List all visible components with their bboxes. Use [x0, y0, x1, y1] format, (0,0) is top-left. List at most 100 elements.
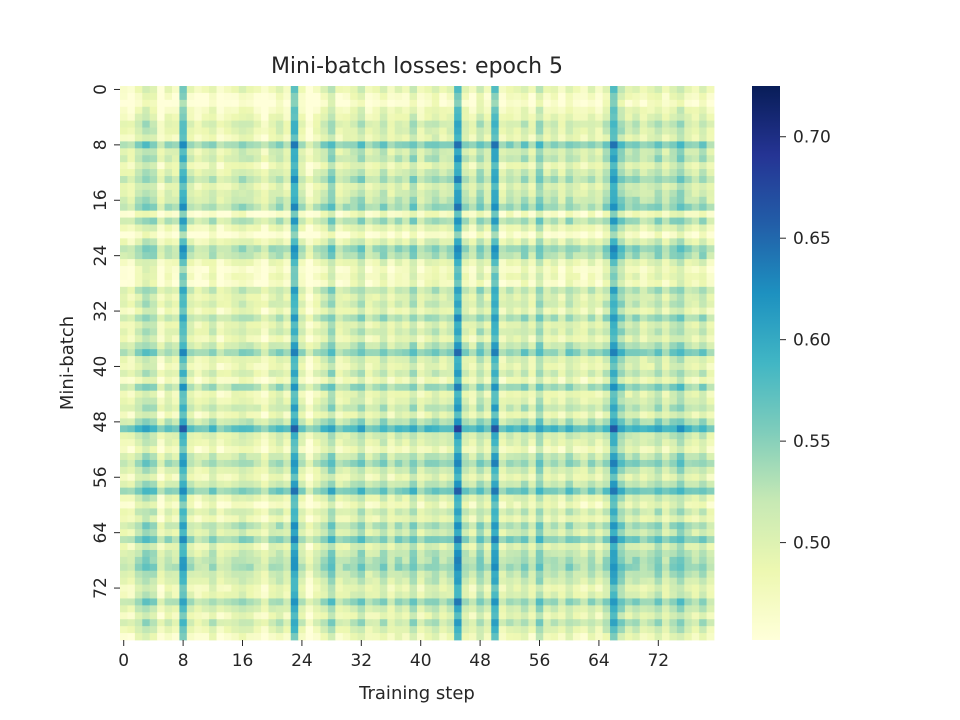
heatmap-cell — [461, 480, 470, 489]
heatmap-cell — [268, 363, 277, 371]
heatmap-cell — [186, 279, 195, 288]
heatmap-cell — [134, 349, 143, 357]
heatmap-cell — [662, 176, 670, 184]
heatmap-cell — [209, 363, 217, 371]
heatmap-cell — [201, 148, 210, 156]
heatmap-cell — [327, 300, 336, 308]
heatmap-cell — [624, 432, 633, 440]
heatmap-cell — [402, 397, 410, 405]
heatmap-cell — [357, 363, 366, 371]
heatmap-cell — [216, 459, 225, 468]
heatmap-cell — [201, 293, 210, 302]
heatmap-cell — [231, 501, 240, 509]
heatmap-cell — [506, 328, 514, 336]
heatmap-cell — [171, 231, 180, 239]
heatmap-cell — [417, 376, 425, 385]
heatmap-cell — [365, 259, 373, 267]
heatmap-cell — [669, 231, 678, 239]
heatmap-cell — [313, 189, 321, 198]
heatmap-cell — [431, 189, 440, 198]
heatmap-cell — [647, 453, 655, 461]
heatmap-cell — [327, 189, 336, 198]
heatmap-cell — [223, 439, 232, 447]
heatmap-cell — [602, 494, 611, 502]
heatmap-cell — [662, 86, 670, 94]
heatmap-cell — [157, 404, 165, 412]
heatmap-cell — [194, 425, 203, 433]
heatmap-cell — [409, 217, 418, 225]
heatmap-cell — [127, 363, 136, 371]
heatmap-cell — [157, 176, 165, 184]
heatmap-cell — [372, 272, 381, 281]
heatmap-cell — [528, 466, 537, 475]
heatmap-cell — [632, 307, 641, 315]
heatmap-cell — [624, 404, 633, 412]
heatmap-cell — [261, 487, 269, 495]
heatmap-cell — [231, 349, 240, 357]
heatmap-cell — [142, 106, 151, 115]
heatmap-cell — [572, 466, 581, 475]
heatmap-cell — [209, 252, 217, 260]
heatmap-cell — [572, 432, 581, 440]
heatmap-cell — [543, 404, 552, 412]
heatmap-cell — [558, 134, 566, 142]
heatmap-cell — [268, 515, 277, 523]
heatmap-cell — [580, 245, 589, 253]
heatmap-cell — [305, 342, 314, 350]
heatmap-cell — [246, 120, 255, 128]
heatmap-cell — [253, 106, 262, 115]
heatmap-cell — [179, 99, 188, 108]
heatmap-cell — [357, 425, 366, 433]
heatmap-cell — [223, 127, 232, 135]
heatmap-cell — [157, 515, 165, 523]
heatmap-cell — [365, 487, 373, 495]
heatmap-cell — [595, 425, 604, 433]
heatmap-cell — [535, 266, 544, 274]
heatmap-cell — [446, 390, 455, 399]
heatmap-cell — [149, 169, 158, 177]
heatmap-cell — [120, 134, 128, 142]
heatmap-cell — [520, 349, 529, 357]
heatmap-cell — [699, 92, 707, 101]
heatmap-cell — [461, 349, 470, 357]
heatmap-cell — [350, 501, 358, 509]
heatmap-cell — [179, 189, 188, 198]
heatmap-cell — [691, 369, 700, 378]
heatmap-cell — [543, 272, 552, 281]
heatmap-cell — [157, 245, 165, 253]
heatmap-cell — [149, 92, 158, 101]
heatmap-cell — [394, 397, 403, 405]
heatmap-cell — [669, 245, 678, 253]
heatmap-cell — [662, 106, 670, 115]
heatmap-cell — [201, 501, 210, 509]
heatmap-cell — [535, 397, 544, 405]
heatmap-cell — [201, 369, 210, 378]
heatmap-cell — [610, 127, 618, 135]
heatmap-cell — [639, 453, 648, 461]
heatmap-cell — [149, 127, 158, 135]
heatmap-cell — [261, 494, 269, 502]
heatmap-cell — [520, 397, 529, 405]
heatmap-cell — [194, 515, 203, 523]
heatmap-cell — [528, 127, 537, 135]
heatmap-cell — [402, 432, 410, 440]
heatmap-cell — [543, 501, 552, 509]
heatmap-cell — [120, 466, 128, 475]
heatmap-cell — [424, 487, 433, 495]
heatmap-cell — [602, 176, 611, 184]
heatmap-cell — [468, 411, 477, 419]
heatmap-cell — [313, 127, 321, 135]
heatmap-cell — [431, 259, 440, 267]
heatmap-cell — [535, 335, 544, 343]
heatmap-cell — [171, 210, 180, 218]
heatmap-cell — [699, 446, 707, 454]
heatmap-cell — [394, 286, 403, 295]
heatmap-cell — [520, 425, 529, 433]
heatmap-cell — [365, 411, 373, 419]
heatmap-cell — [238, 480, 247, 489]
heatmap-cell — [305, 369, 314, 378]
heatmap-cell — [587, 487, 596, 495]
heatmap-cell — [379, 196, 388, 205]
heatmap-cell — [691, 439, 700, 447]
heatmap-cell — [461, 363, 470, 371]
